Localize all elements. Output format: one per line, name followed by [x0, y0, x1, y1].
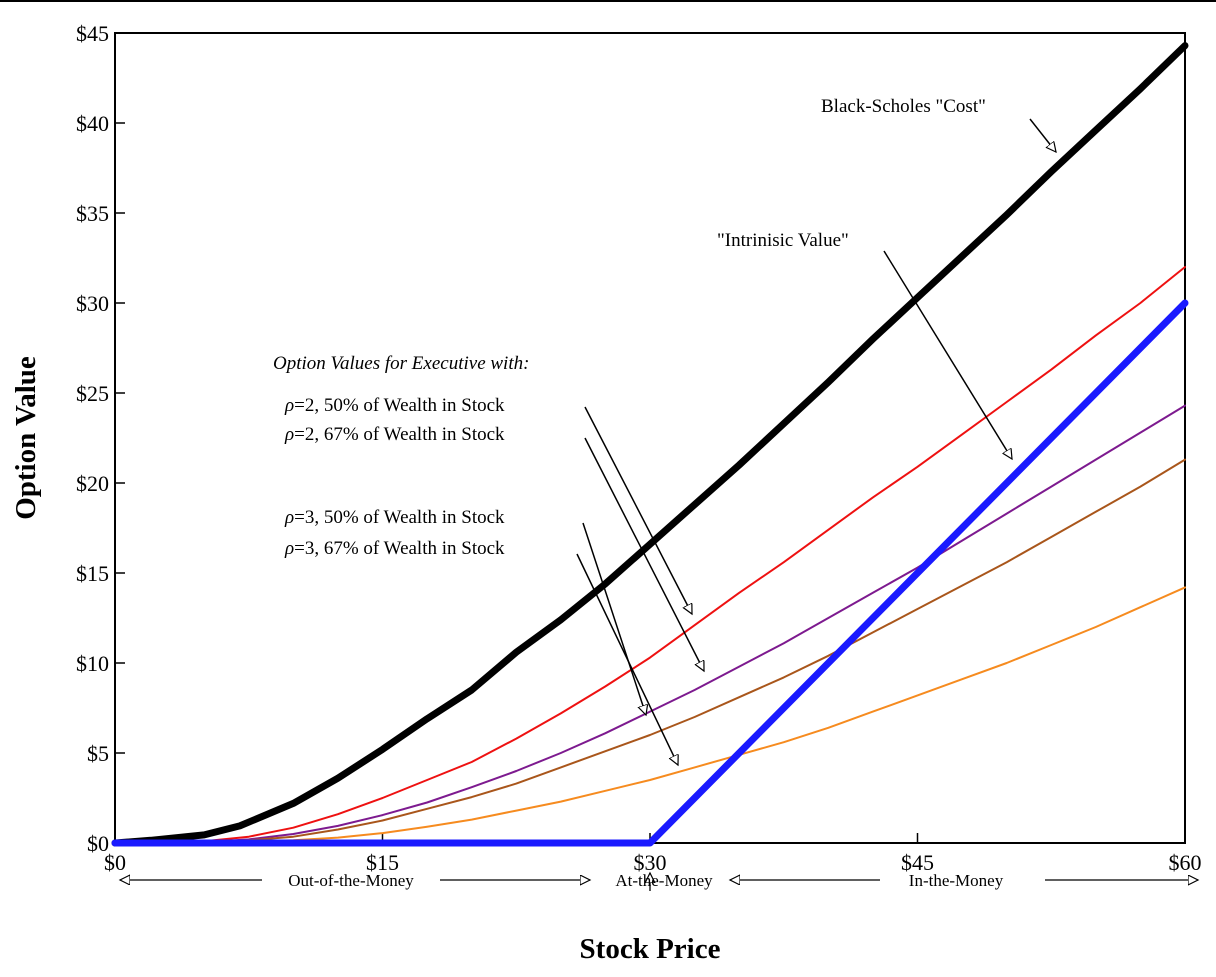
y-tick-label: $15 — [76, 561, 109, 586]
annotation-intrinsic-value: "Intrinisic Value" — [717, 230, 849, 251]
moneyness-regions: Out-of-the-Money At-the-Money In-the-Mon… — [120, 871, 1198, 891]
y-tick-label: $45 — [76, 21, 109, 46]
annotation-text: =2, 67% of Wealth in Stock — [294, 424, 505, 445]
y-axis-title: Option Value — [10, 356, 42, 520]
annotation-text: =3, 50% of Wealth in Stock — [294, 507, 505, 528]
annotation-option-values-header: Option Values for Executive with: — [273, 353, 529, 374]
rho-symbol: ρ — [284, 507, 294, 528]
y-tick-label: $25 — [76, 381, 109, 406]
series-line-1 — [111, 299, 1189, 847]
series-line-4 — [114, 458, 1186, 844]
series-line-3 — [114, 404, 1186, 844]
x-axis-ticks: $0 $15 $30 $45 $60 — [104, 833, 1202, 875]
arrow-rho2-50 — [584, 406, 693, 614]
x-tick-label: $45 — [901, 850, 934, 875]
series-line-2 — [114, 266, 1186, 844]
plot-frame — [114, 32, 1186, 844]
annotation-black-scholes: Black-Scholes "Cost" — [821, 96, 986, 117]
annotation-rho2-67: ρ=2, 67% of Wealth in Stock — [284, 424, 505, 445]
series-line-5 — [114, 586, 1186, 844]
x-tick-label: $30 — [634, 850, 667, 875]
rho-symbol: ρ — [284, 424, 294, 445]
rho-symbol: ρ — [284, 538, 294, 559]
y-tick-label: $5 — [87, 741, 109, 766]
arrow-intrinsic-value — [883, 250, 1012, 459]
arrow-rho3-67 — [576, 553, 678, 765]
y-axis-ticks: $0 $5 $10 $15 $20 $25 $30 $35 $40 $45 — [76, 21, 125, 856]
arrow-black-scholes — [1029, 118, 1056, 152]
annotation-text: =2, 50% of Wealth in Stock — [294, 395, 505, 416]
annotation-text: =3, 67% of Wealth in Stock — [294, 538, 505, 559]
y-tick-label: $30 — [76, 291, 109, 316]
y-tick-label: $35 — [76, 201, 109, 226]
region-label-at-the-money: At-the-Money — [615, 871, 713, 890]
x-tick-label: $15 — [366, 850, 399, 875]
x-tick-label: $60 — [1169, 850, 1202, 875]
y-tick-label: $20 — [76, 471, 109, 496]
region-label-in-the-money: In-the-Money — [909, 871, 1004, 890]
annotation-rho3-50: ρ=3, 50% of Wealth in Stock — [284, 507, 505, 528]
series-line-0 — [111, 42, 1189, 847]
y-tick-label: $0 — [87, 831, 109, 856]
rho-symbol: ρ — [284, 395, 294, 416]
x-axis-title: Stock Price — [580, 933, 721, 965]
annotation-rho3-67: ρ=3, 67% of Wealth in Stock — [284, 538, 505, 559]
arrow-rho3-50 — [582, 522, 646, 715]
y-tick-label: $40 — [76, 111, 109, 136]
arrow-rho2-67 — [584, 437, 705, 671]
annotation-rho2-50: ρ=2, 50% of Wealth in Stock — [284, 395, 505, 416]
x-tick-label: $0 — [104, 850, 126, 875]
y-tick-label: $10 — [76, 651, 109, 676]
region-label-out-of-the-money: Out-of-the-Money — [288, 871, 414, 890]
series-layer — [111, 42, 1189, 847]
